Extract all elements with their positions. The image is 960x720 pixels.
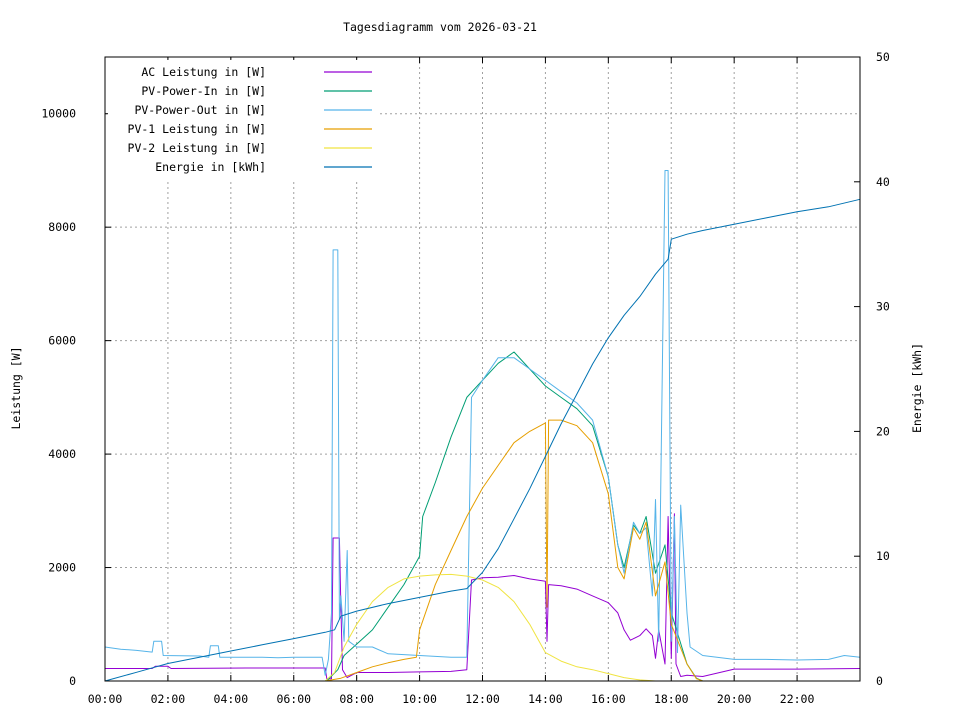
- legend: AC Leistung in [W] PV-Power-In in [W] PV-P…: [108, 60, 380, 180]
- x-tick-label: 18:00: [654, 692, 689, 706]
- x-tick-label: 06:00: [276, 692, 311, 706]
- y-tick-label: 10000: [41, 107, 76, 121]
- legend-label: PV-2 Leistung in [W]: [128, 141, 266, 155]
- y2-tick-label: 30: [876, 300, 890, 314]
- chart-title: Tagesdiagramm vom 2026-03-21: [343, 20, 537, 34]
- y-tick-label: 6000: [48, 334, 76, 348]
- x-tick-label: 20:00: [717, 692, 752, 706]
- axes-layer: 00:00 02:00 04:00 06:00 08:00 10:00 12:00 14:00…: [41, 50, 890, 706]
- y2-tick-label: 0: [876, 674, 883, 688]
- y2-tick-label: 40: [876, 175, 890, 189]
- legend-label: AC Leistung in [W]: [141, 65, 266, 79]
- legend-label: PV-Power-Out in [W]: [134, 103, 266, 117]
- series-line-pv-1-leistung-in-w: [105, 419, 860, 682]
- series-line-pv-2-leistung-in-w: [105, 573, 860, 682]
- legend-label: PV-1 Leistung in [W]: [128, 122, 266, 136]
- y2-tick-label: 50: [876, 50, 890, 64]
- x-tick-label: 10:00: [402, 692, 437, 706]
- x-tick-label: 22:00: [780, 692, 815, 706]
- x-tick-label: 08:00: [339, 692, 374, 706]
- y-tick-label: 4000: [48, 447, 76, 461]
- plot-border: [104, 56, 861, 682]
- y2-tick-label: 20: [876, 424, 890, 438]
- y-axis-label: Leistung [W]: [9, 346, 23, 429]
- y-tick-label: 0: [69, 674, 76, 688]
- series-line-energie-in-kwh: [104, 198, 861, 682]
- series-line-pv-power-in-in-w: [105, 351, 860, 682]
- y2-tick-label: 10: [876, 549, 890, 563]
- x-tick-label: 02:00: [151, 692, 186, 706]
- y2-axis-label: Energie [kWh]: [910, 343, 924, 433]
- series-layer: [104, 170, 861, 682]
- legend-label: Energie in [kWh]: [155, 160, 266, 174]
- y-tick-label: 8000: [48, 220, 76, 234]
- x-tick-label: 14:00: [528, 692, 563, 706]
- y-tick-label: 2000: [48, 561, 76, 575]
- x-tick-label: 12:00: [465, 692, 500, 706]
- x-tick-label: 16:00: [591, 692, 626, 706]
- x-tick-label: 04:00: [214, 692, 249, 706]
- x-tick-label: 00:00: [88, 692, 123, 706]
- legend-background: [108, 60, 380, 180]
- legend-label: PV-Power-In in [W]: [141, 84, 266, 98]
